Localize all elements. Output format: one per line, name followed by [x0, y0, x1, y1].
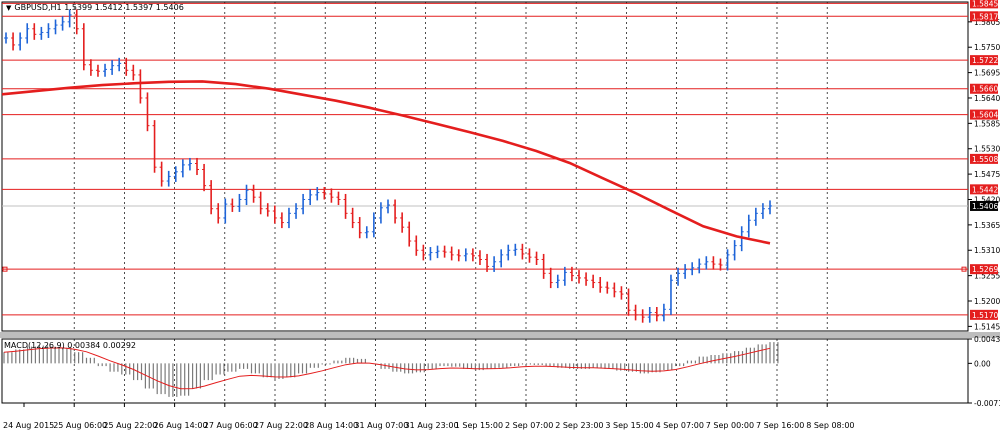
level-price-label: 1.5660 — [972, 85, 998, 94]
x-axis-label: 26 Aug 14:00 — [154, 421, 208, 430]
price-series — [4, 9, 772, 323]
x-axis-label: 4 Sep 07:00 — [656, 421, 704, 430]
price-axis-label: 1.5310 — [974, 246, 1000, 255]
x-axis-label: 8 Sep 08:00 — [806, 421, 854, 430]
level-price-tag — [970, 83, 998, 94]
macd-axis-label: 0.00436 — [974, 335, 1000, 344]
current-price-label: 1.5406 — [972, 202, 998, 211]
level-anchor-marker — [961, 266, 967, 272]
macd-signal-line — [3, 347, 771, 390]
price-axis-label: 1.5255 — [974, 272, 1000, 281]
level-price-label: 1.5508 — [972, 155, 998, 164]
x-axis-label: 24 Aug 2015 — [3, 421, 54, 430]
x-axis-label: 2 Sep 23:00 — [555, 421, 603, 430]
price-axis-label: 1.5530 — [974, 145, 1000, 154]
macd-axis-label: 0.00 — [974, 359, 991, 368]
macd-title: MACD(12,26,9) 0.00384 0.00292 — [4, 341, 137, 350]
price-axis-label: 1.5585 — [974, 119, 1000, 128]
x-axis-label: 27 Aug 06:00 — [204, 421, 258, 430]
macd-panel-frame — [1, 338, 969, 404]
level-price-label: 1.5604 — [972, 111, 998, 120]
main-panel-frame — [1, 1, 969, 332]
level-price-label: 1.5845 — [972, 0, 998, 8]
price-axis-label: 1.5695 — [974, 69, 1000, 78]
x-axis-label: 25 Aug 06:00 — [53, 421, 107, 430]
level-price-label: 1.5817 — [972, 12, 998, 21]
level-price-label: 1.5722 — [972, 56, 998, 65]
level-anchor-marker — [2, 266, 8, 272]
price-axis-label: 1.5200 — [974, 297, 1000, 306]
macd-histogram — [3, 342, 779, 397]
price-axis-label: 1.5475 — [974, 170, 1000, 179]
x-axis-label: 7 Sep 00:00 — [706, 421, 754, 430]
x-axis-label: 31 Aug 23:00 — [405, 421, 459, 430]
level-price-label: 1.5170 — [972, 311, 998, 320]
level-price-tag — [970, 11, 998, 22]
x-axis-label: 28 Aug 14:00 — [304, 421, 358, 430]
price-axis-label: 1.5420 — [974, 195, 1000, 204]
x-axis-label: 1 Sep 15:00 — [455, 421, 503, 430]
symbol-title: ▼ GBPUSD,H1 1.5399 1.5412 1.5397 1.5406 — [6, 3, 184, 12]
x-axis-label: 25 Aug 22:00 — [103, 421, 157, 430]
price-axis-label: 1.5145 — [974, 322, 1000, 331]
level-price-tag — [970, 0, 998, 9]
current-price-tag — [970, 200, 998, 211]
panel-separator — [0, 332, 1000, 338]
level-price-tag — [970, 309, 998, 320]
dropdown-triangle-icon[interactable]: ▼ — [6, 4, 12, 12]
x-axis-label: 7 Sep 16:00 — [756, 421, 804, 430]
x-axis-label: 3 Sep 15:00 — [605, 421, 653, 430]
price-axis-label: 1.5805 — [974, 18, 1000, 27]
level-price-tag — [970, 109, 998, 120]
level-price-tag — [970, 55, 998, 66]
price-axis-label: 1.5365 — [974, 221, 1000, 230]
symbol-title-text: GBPUSD,H1 1.5399 1.5412 1.5397 1.5406 — [14, 3, 184, 12]
price-axis-label: 1.5640 — [974, 94, 1000, 103]
level-price-label: 1.5442 — [972, 185, 998, 194]
macd-axis-label: -0.0071 — [974, 399, 1000, 408]
level-price-tag — [970, 184, 998, 195]
level-price-tag — [970, 264, 998, 275]
x-axis-label: 27 Aug 22:00 — [254, 421, 308, 430]
price-axis-label: 1.5750 — [974, 43, 1000, 52]
x-axis-label: 31 Aug 07:00 — [354, 421, 408, 430]
level-price-tag — [970, 153, 998, 164]
x-axis-label: 2 Sep 07:00 — [505, 421, 553, 430]
level-price-label: 1.5269 — [972, 265, 998, 274]
moving-average-line — [1, 80, 771, 245]
